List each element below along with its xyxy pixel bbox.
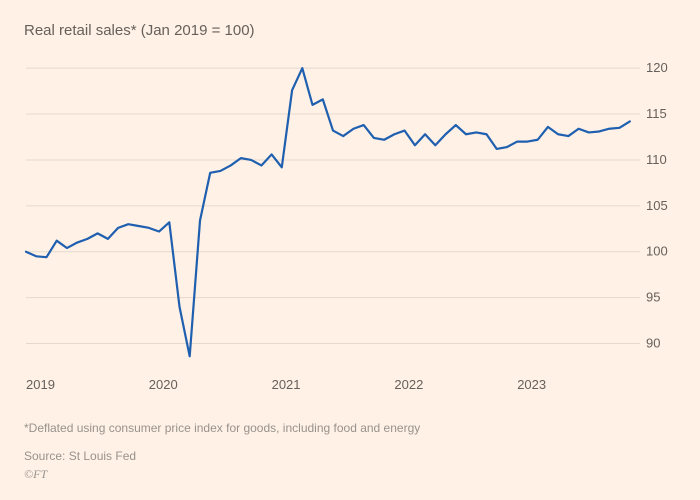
chart-footnote: *Deflated using consumer price index for…	[24, 419, 676, 437]
series-line	[26, 68, 630, 356]
x-tick-label: 2019	[26, 377, 55, 392]
y-tick-label: 115	[646, 106, 667, 121]
x-tick-label: 2023	[517, 377, 546, 392]
y-tick-label: 90	[646, 335, 660, 350]
chart-area: 90 95 100 105 110 115 120 2019 2020 2021 2022 2023	[24, 53, 676, 409]
y-tick-label: 110	[646, 152, 667, 167]
y-tick-label: 95	[646, 290, 660, 305]
y-tick-label: 120	[646, 60, 668, 75]
chart-source: Source: St Louis Fed	[24, 447, 676, 465]
x-tick-label: 2020	[149, 377, 178, 392]
x-tick-label: 2022	[394, 377, 423, 392]
y-tick-label: 105	[646, 198, 668, 213]
x-tick-label: 2021	[272, 377, 301, 392]
y-tick-label: 100	[646, 244, 668, 259]
line-chart-svg: 90 95 100 105 110 115 120 2019 2020 2021 2022 2023	[24, 53, 676, 393]
brand-mark: ©FT	[24, 467, 676, 482]
chart-subtitle: Real retail sales* (Jan 2019 = 100)	[24, 22, 676, 39]
